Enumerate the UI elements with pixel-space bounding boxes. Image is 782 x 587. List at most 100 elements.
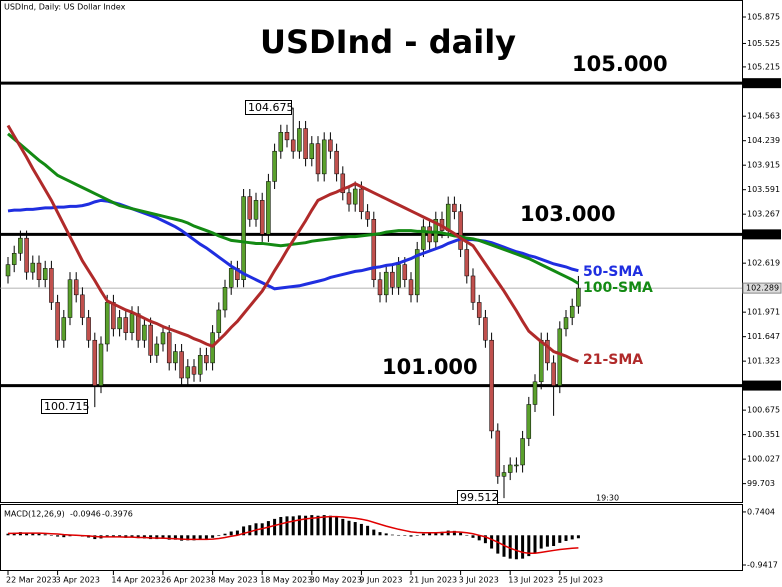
macd-name: MACD(12,26,9)	[4, 510, 65, 519]
level-tag-label: 105.000	[746, 79, 779, 88]
candle-body	[495, 430, 501, 477]
candle-body	[340, 173, 346, 194]
x-tick-label: 30 May 2023	[310, 576, 362, 585]
level-tag	[743, 380, 781, 391]
candle-body	[11, 253, 17, 265]
macd-bar	[465, 534, 469, 536]
candle-body	[36, 262, 42, 280]
sma-label: 100-SMA	[583, 280, 653, 296]
candle-body	[421, 226, 426, 250]
macd-bar	[347, 520, 351, 536]
macd-bar	[328, 515, 332, 536]
macd-bar	[459, 532, 463, 536]
macd-bar	[173, 535, 177, 540]
macd-bar	[564, 535, 568, 541]
macd-bar	[266, 521, 270, 536]
candle-body	[377, 279, 383, 296]
candle-body	[272, 150, 277, 182]
candle-body	[166, 332, 172, 364]
candle-body	[86, 317, 91, 341]
macd-bar	[558, 535, 562, 543]
macd-signal-value: -0.3976	[102, 510, 133, 519]
y-tick-label: 99.703	[747, 479, 775, 488]
macd-bar	[533, 535, 537, 553]
macd-bar	[192, 535, 196, 541]
candle-body	[427, 226, 432, 243]
candle-body	[111, 302, 116, 330]
candle-body	[204, 355, 209, 364]
candle-body	[135, 313, 141, 341]
macd-bar	[428, 533, 432, 536]
macd-bar	[291, 516, 295, 536]
y-tick-label: 104.239	[747, 136, 780, 145]
level-tag-label: 101.000	[746, 381, 779, 390]
macd-bar	[310, 515, 314, 536]
candle-body	[49, 268, 54, 303]
candle-body	[18, 237, 23, 254]
candle-body	[241, 196, 246, 280]
sma-label: 21-SMA	[583, 352, 643, 368]
candle-body	[191, 366, 197, 375]
level-tag	[743, 78, 781, 89]
macd-bar	[285, 516, 289, 536]
candle-body	[557, 328, 563, 386]
candle-body	[197, 355, 203, 375]
candle-body	[309, 143, 315, 160]
macd-bar	[180, 535, 184, 541]
macd-bar	[43, 534, 47, 536]
countdown: 19:30	[596, 494, 619, 503]
candle-body	[290, 139, 296, 152]
candle-body	[334, 150, 339, 175]
macd-bar	[415, 535, 419, 536]
macd-bar	[105, 535, 109, 537]
macd-bar	[235, 530, 239, 536]
macd-bar	[496, 535, 500, 554]
level-annotation: 103.000	[520, 202, 616, 226]
candle-body	[576, 287, 581, 307]
level-annotation: 105.000	[572, 52, 668, 76]
macd-bar	[223, 533, 227, 536]
candle-body	[297, 128, 302, 152]
candle-body	[104, 302, 110, 345]
x-tick-label: 8 May 2023	[211, 576, 258, 585]
macd-bar	[366, 525, 370, 536]
low-label: 100.715	[44, 400, 90, 413]
macd-bar	[211, 535, 215, 538]
candle-body	[551, 362, 556, 386]
y-tick-label: 100.027	[747, 455, 780, 464]
macd-bar	[471, 535, 475, 538]
macd-tick-label: -0.9417	[747, 561, 778, 570]
candle-body	[569, 305, 575, 318]
price-tag-label: 102.289	[746, 284, 779, 293]
candle-body	[55, 302, 60, 341]
candle-body	[5, 264, 11, 277]
candle-body	[216, 309, 222, 333]
macd-bar	[217, 535, 221, 536]
macd-bar	[273, 518, 277, 536]
level-tag	[743, 229, 781, 240]
macd-bar	[130, 535, 134, 538]
macd-bar	[341, 518, 345, 536]
candle-body	[433, 218, 439, 243]
candle-body	[371, 218, 377, 280]
candle-body	[365, 211, 370, 220]
candle-body	[61, 317, 67, 341]
y-tick-label: 103.591	[747, 185, 780, 194]
y-tick-label: 104.563	[747, 112, 780, 121]
macd-value: -0.0946	[70, 510, 101, 519]
macd-bar	[359, 523, 363, 536]
macd-bar	[198, 535, 202, 540]
candle-body	[520, 438, 525, 466]
candle-body	[129, 313, 135, 333]
x-tick-label: 22 Mar 2023	[6, 576, 57, 585]
macd-bar	[521, 535, 525, 559]
macd-bar	[56, 535, 60, 537]
macd-bar	[403, 535, 407, 536]
candle-body	[160, 332, 166, 345]
candle-body	[408, 279, 414, 296]
sma-line	[6, 124, 579, 363]
macd-bar	[248, 525, 252, 536]
y-tick-label: 101.323	[747, 357, 780, 366]
sma-label: 50-SMA	[583, 264, 643, 280]
